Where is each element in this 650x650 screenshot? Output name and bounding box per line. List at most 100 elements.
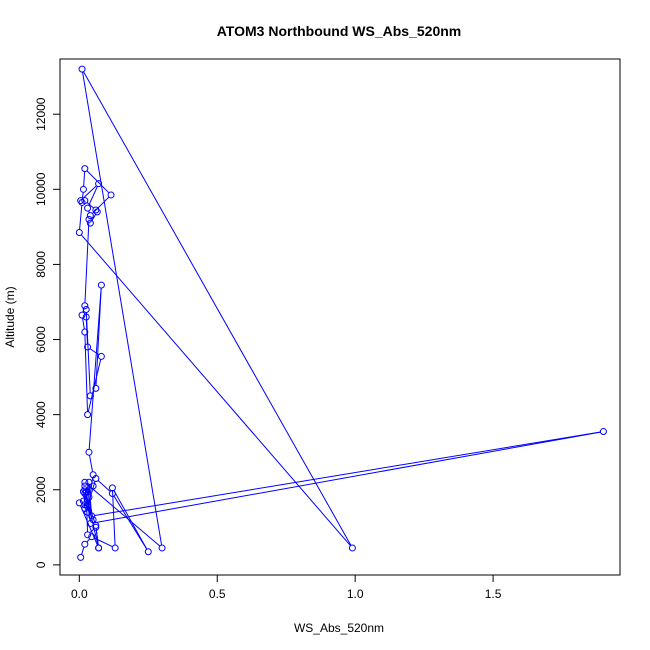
data-point [86,219,94,227]
x-axis-label: WS_Abs_520nm [294,621,384,635]
data-point [85,215,93,223]
series-segment [86,170,110,194]
data-point [95,180,103,188]
series-segment [88,186,98,206]
series-segment [97,480,111,492]
series-segment [85,319,88,345]
y-tick-label: 12000 [34,97,48,131]
x-tick-label: 0.5 [209,587,226,601]
data-point [107,191,115,199]
y-tick-label: 8000 [34,251,48,278]
series-segment [89,348,100,356]
data-point [78,65,86,73]
data-point [88,533,96,541]
series-segment [81,546,85,555]
data-point [79,497,87,505]
series-segment [79,205,83,230]
x-axis: 0.0 0.5 1.0 1.5 [71,574,502,601]
data-point [144,548,152,556]
data-point [78,311,86,319]
series-segment [82,72,163,546]
data-point [84,508,92,516]
data-point [82,488,90,496]
series-segment [84,222,90,303]
data-point [84,204,92,212]
series-segment [95,288,102,386]
series-segment [83,71,352,546]
series-segment [113,490,148,550]
data-point [77,553,85,561]
data-point [86,392,94,400]
data-point [86,212,94,220]
data-point [88,512,96,520]
data-point [85,493,93,501]
data-point [158,544,166,552]
data-point [81,486,89,494]
y-tick-label: 6000 [34,326,48,353]
series-segment [86,538,91,543]
data-point [81,540,89,548]
data-point [75,499,83,507]
data-point [81,328,89,336]
data-point [84,411,92,419]
data-point [81,490,89,498]
data-point [85,478,93,486]
y-tick-label: 0 [34,561,48,568]
data-point [89,471,97,479]
data-point [79,488,87,496]
y-axis: 0 2000 4000 6000 8000 10000 12000 [34,97,61,568]
y-tick-label: 2000 [34,476,48,503]
series-0 [75,65,607,561]
data-point [84,343,92,351]
data-point [97,352,105,360]
series-segment [112,490,116,545]
data-point [95,544,103,552]
series-segment [94,431,601,517]
y-tick-label: 4000 [34,401,48,428]
series-segment [113,495,148,550]
x-tick-label: 1.0 [347,587,364,601]
series-segment [86,483,161,547]
data-point [599,428,607,436]
series-segment [88,485,92,514]
data-point [92,521,100,529]
data-point [348,544,356,552]
data-point [84,531,92,539]
series-segment [82,185,97,199]
data-point [79,185,87,193]
data-point [78,198,86,206]
chart-title: ATOM3 Northbound WS_Abs_520nm [217,23,462,39]
data-point [81,478,89,486]
data-point [108,484,116,492]
data-point [92,523,100,531]
y-tick-label: 10000 [34,172,48,206]
series-segment [89,455,94,472]
data-point [92,384,100,392]
series-layer [75,65,607,561]
data-point [81,165,89,173]
data-point [82,313,90,321]
data-point [108,490,116,498]
data-point [81,302,89,310]
series-segment [87,483,91,486]
data-point [77,197,85,205]
series-segment [91,214,97,221]
x-tick-label: 0.0 [71,587,88,601]
series-segment [92,196,110,214]
data-point [92,206,100,214]
data-point [75,229,83,237]
plot-frame [59,58,621,576]
series-segment [80,234,351,547]
series-segment [88,288,102,450]
series-segment [86,202,94,209]
data-point [97,281,105,289]
series-segment [84,335,88,412]
series-segment [83,171,86,187]
x-tick-label: 1.5 [485,587,502,601]
data-point [93,208,101,216]
data-point [85,448,93,456]
series-segment [82,318,85,330]
data-point [82,305,90,313]
data-point [89,482,97,490]
